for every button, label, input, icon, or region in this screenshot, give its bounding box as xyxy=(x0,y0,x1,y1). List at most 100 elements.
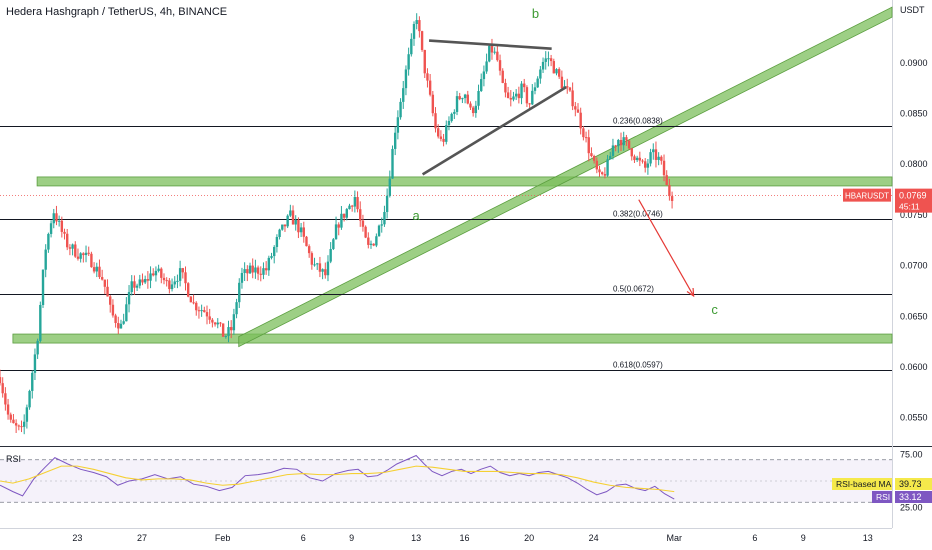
candle-body xyxy=(633,156,636,161)
candle-body xyxy=(186,283,190,297)
candle-body xyxy=(4,393,7,405)
candle-body xyxy=(57,220,61,222)
candle-body xyxy=(235,302,238,315)
candle-body xyxy=(579,112,582,129)
candle-body xyxy=(20,426,23,428)
candle-body xyxy=(122,321,125,324)
candle-body xyxy=(264,268,268,271)
price-tick: 0.0600 xyxy=(900,362,928,372)
candle-body xyxy=(396,117,400,133)
price-tick: 0.0750 xyxy=(900,210,928,220)
candle-body xyxy=(660,156,663,161)
candle-body xyxy=(423,49,426,74)
candle-body xyxy=(480,79,483,92)
candle-body xyxy=(299,227,303,233)
candle-body xyxy=(63,231,66,234)
zone-support xyxy=(12,333,893,344)
candle-body xyxy=(531,90,534,105)
wave-label-b: b xyxy=(532,6,539,21)
candle-body xyxy=(68,247,72,249)
candle-body xyxy=(130,281,133,293)
candle-body xyxy=(340,213,343,228)
chart-title: Hedera Hashgraph / TetherUS, 4h, BINANCE xyxy=(6,6,228,18)
candle-body xyxy=(6,404,10,415)
candle-body xyxy=(87,252,90,254)
candle-body xyxy=(165,280,168,282)
candle-body xyxy=(141,279,144,283)
candle-body xyxy=(471,107,475,114)
candle-body xyxy=(227,327,230,336)
candle-body xyxy=(488,45,491,62)
candle-body xyxy=(541,61,545,70)
candle-body xyxy=(662,160,666,176)
candles xyxy=(0,13,674,435)
rsi-tick: 75.00 xyxy=(900,449,923,459)
candle-body xyxy=(644,161,647,168)
candle-body xyxy=(149,273,152,281)
candle-body xyxy=(447,120,451,126)
zones xyxy=(12,6,893,348)
candle-body xyxy=(208,316,211,320)
grid xyxy=(0,0,932,529)
candle-body xyxy=(135,285,139,288)
candle-body xyxy=(407,54,410,70)
fib-levels: 0.236(0.0838) 0.382(0.0746) 0.5(0.0672) 0.6… xyxy=(0,117,892,371)
candle-body xyxy=(649,152,652,164)
candle-body xyxy=(619,139,623,146)
time-tick: 9 xyxy=(801,533,806,543)
candle-body xyxy=(205,312,209,317)
candle-body xyxy=(606,159,609,176)
candle-body xyxy=(41,269,45,305)
candle-body xyxy=(289,210,292,216)
candle-body xyxy=(162,277,166,281)
candle-body xyxy=(246,269,249,274)
rsi-tag xyxy=(872,491,892,503)
candle-body xyxy=(383,211,386,225)
candle-body xyxy=(654,149,658,160)
candle-body xyxy=(9,414,12,420)
candle-body xyxy=(450,113,453,121)
candle-body xyxy=(512,96,515,100)
candle-body xyxy=(369,243,373,245)
candle-body xyxy=(66,233,69,248)
candle-body xyxy=(14,423,18,426)
candle-body xyxy=(359,209,362,221)
candle-body xyxy=(160,268,163,278)
candle-body xyxy=(652,149,655,153)
candle-body xyxy=(345,209,348,218)
time-tick: 24 xyxy=(589,533,599,543)
candle-body xyxy=(200,310,203,312)
candle-body xyxy=(420,31,424,50)
candle-body xyxy=(560,76,564,89)
rsi-tick: 25.00 xyxy=(900,503,923,513)
time-tick: Feb xyxy=(215,533,231,543)
candle-body xyxy=(574,106,577,110)
candle-body xyxy=(509,98,512,100)
rsi-ma-value-tag xyxy=(895,478,932,490)
candle-body xyxy=(592,156,596,161)
time-tick: 23 xyxy=(72,533,82,543)
currency-label: USDT xyxy=(900,5,925,15)
candle-body xyxy=(168,280,171,290)
candle-body xyxy=(504,82,507,93)
candle-body xyxy=(547,58,550,60)
candle-body xyxy=(92,267,96,272)
candle-body xyxy=(439,136,443,139)
candle-body xyxy=(259,273,262,275)
candle-body xyxy=(469,103,472,108)
candle-body xyxy=(474,105,478,114)
candle-body xyxy=(192,302,195,304)
candle-body xyxy=(630,148,633,157)
candle-body xyxy=(477,91,480,106)
candle-body xyxy=(485,61,488,72)
price-tick: 0.0850 xyxy=(900,109,928,119)
candle-body xyxy=(482,71,486,80)
candle-body xyxy=(36,340,39,355)
candle-body xyxy=(219,322,222,324)
candle-body xyxy=(262,268,265,275)
candle-body xyxy=(428,80,432,95)
symbol-tag-label: HBARUSDT xyxy=(845,192,889,201)
candle-body xyxy=(587,137,590,154)
candle-body xyxy=(229,327,233,331)
